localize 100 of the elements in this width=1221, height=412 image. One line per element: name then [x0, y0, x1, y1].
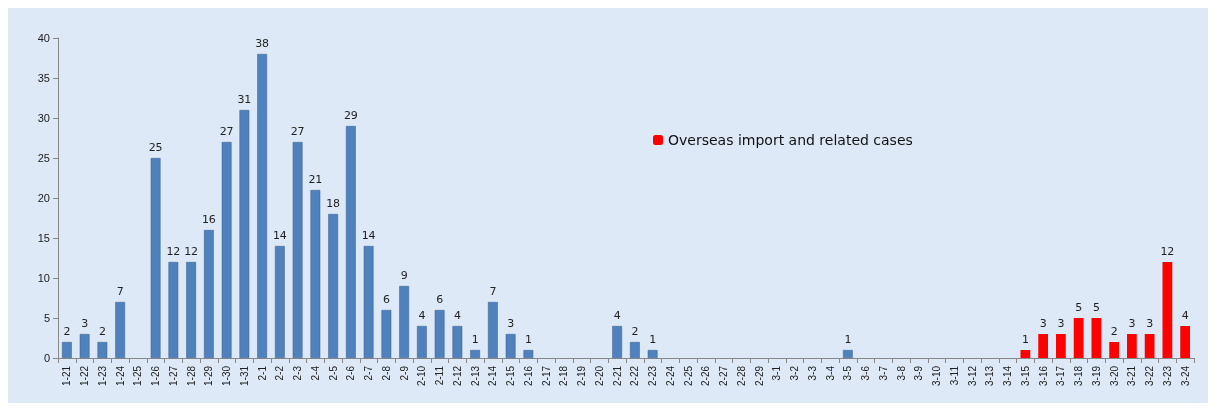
x-tick-label: 2-13 [469, 365, 481, 387]
data-label: 1 [1021, 333, 1029, 346]
data-label: 7 [489, 285, 497, 298]
data-label: 4 [453, 309, 461, 322]
bar [292, 142, 303, 358]
x-tick-label: 2-9 [398, 365, 410, 381]
data-label: 14 [272, 229, 287, 242]
data-label: 21 [308, 173, 323, 186]
x-tick-label: 3-3 [806, 365, 818, 381]
bar [239, 110, 250, 358]
data-label: 5 [1092, 301, 1100, 314]
x-tick-label: 2-3 [292, 365, 304, 381]
y-tick-label: 30 [37, 112, 50, 124]
data-label: 29 [343, 109, 358, 122]
x-tick-label: 2-11 [434, 365, 446, 386]
bar [1091, 318, 1102, 358]
data-label: 25 [148, 141, 163, 154]
bar [203, 230, 214, 358]
data-label: 12 [166, 245, 181, 258]
bar [1126, 334, 1137, 358]
data-label: 4 [1181, 309, 1189, 322]
x-tick-label: 3-23 [1161, 365, 1173, 387]
x-tick-label: 2-12 [451, 365, 463, 387]
bar [186, 262, 197, 358]
x-tick-label: 3-14 [1002, 365, 1014, 387]
bar [115, 302, 126, 358]
x-tick-label: 3-9 [913, 365, 925, 381]
bar [363, 246, 374, 358]
x-tick-label: 2-15 [505, 365, 517, 387]
x-tick-label: 2-22 [629, 365, 641, 387]
x-tick-label: 3-2 [789, 365, 801, 381]
x-tick-label: 1-24 [114, 365, 126, 387]
data-label: 3 [1128, 317, 1136, 330]
bar [1144, 334, 1155, 358]
x-tick-label: 2-1 [256, 365, 268, 381]
legend-label: Overseas import and related cases [668, 132, 913, 148]
y-tick-label: 0 [43, 352, 50, 364]
x-tick-label: 3-12 [966, 365, 978, 387]
x-tick-label: 1-29 [203, 365, 215, 387]
x-tick-label: 2-6 [345, 365, 357, 381]
x-tick-label: 3-24 [1179, 365, 1191, 387]
x-tick-label: 1-26 [150, 365, 162, 387]
data-label: 1 [471, 333, 479, 346]
data-label: 6 [382, 293, 390, 306]
data-label: 7 [116, 285, 124, 298]
data-label: 1 [649, 333, 657, 346]
data-label: 14 [361, 229, 376, 242]
data-label: 2 [1110, 325, 1118, 338]
data-label: 27 [290, 125, 305, 138]
bar [328, 214, 339, 358]
x-tick-label: 3-10 [931, 365, 943, 387]
x-tick-label: 1-31 [238, 365, 250, 387]
x-tick-label: 3-16 [1037, 365, 1049, 387]
data-label: 31 [237, 93, 252, 106]
bar [1055, 334, 1066, 358]
y-tick-label: 10 [37, 272, 50, 284]
data-label: 5 [1075, 301, 1083, 314]
bar [381, 310, 392, 358]
data-label: 38 [255, 37, 270, 50]
data-label: 3 [1146, 317, 1154, 330]
data-label: 9 [400, 269, 408, 282]
x-tick-label: 2-5 [327, 365, 339, 381]
bar [168, 262, 179, 358]
bar [452, 326, 463, 358]
bar [274, 246, 285, 358]
data-label: 2 [63, 325, 71, 338]
bar [416, 326, 427, 358]
x-tick-label: 2-23 [647, 365, 659, 387]
x-tick-label: 2-27 [718, 365, 730, 387]
bar [1038, 334, 1049, 358]
x-tick-label: 3-7 [877, 365, 889, 381]
y-tick-label: 15 [37, 232, 50, 244]
x-tick-label: 1-30 [221, 365, 233, 387]
data-label: 2 [98, 325, 106, 338]
y-tick-label: 20 [37, 192, 50, 204]
data-label: 1 [524, 333, 532, 346]
data-label: 3 [1039, 317, 1047, 330]
data-label: 27 [219, 125, 234, 138]
x-tick-label: 3-11 [948, 365, 960, 386]
x-tick-label: 2-25 [682, 365, 694, 387]
bar [257, 54, 268, 358]
bar [79, 334, 90, 358]
data-label: 4 [418, 309, 426, 322]
x-tick-label: 2-26 [700, 365, 712, 387]
x-tick-label: 3-21 [1126, 365, 1138, 387]
x-tick-label: 2-2 [274, 365, 286, 381]
x-tick-label: 1-28 [185, 365, 197, 387]
x-tick-label: 2-7 [363, 365, 375, 381]
data-label: 16 [201, 213, 216, 226]
x-tick-label: 1-22 [79, 365, 91, 387]
x-tick-label: 2-24 [664, 365, 676, 387]
x-tick-label: 3-5 [842, 365, 854, 381]
bar [1162, 262, 1173, 358]
bar [1073, 318, 1084, 358]
x-tick-label: 2-28 [735, 365, 747, 387]
bar [150, 158, 161, 358]
data-label: 3 [507, 317, 515, 330]
bar [647, 350, 658, 358]
bar [629, 342, 640, 358]
x-tick-label: 2-20 [593, 365, 605, 387]
